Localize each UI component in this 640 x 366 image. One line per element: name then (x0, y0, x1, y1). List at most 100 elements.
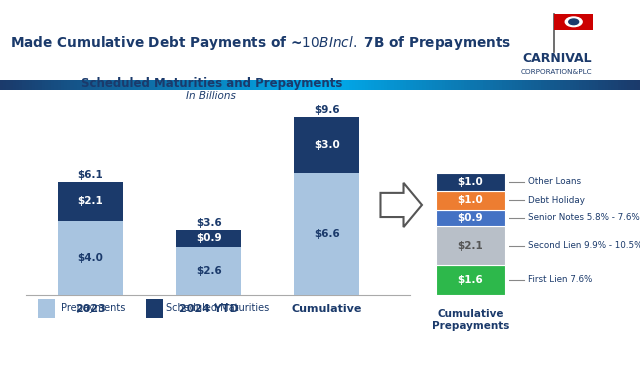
Bar (310, 80, 314, 90)
Bar (291, 80, 294, 90)
Bar (352, 80, 355, 90)
Bar (515, 80, 518, 90)
Bar (413, 80, 416, 90)
Bar (243, 80, 246, 90)
Bar (512, 80, 515, 90)
Bar (470, 80, 474, 90)
Bar (144, 80, 147, 90)
Bar (394, 80, 397, 90)
Bar (426, 80, 429, 90)
Bar (154, 80, 157, 90)
Bar (333, 80, 336, 90)
Text: Second Lien 9.9% - 10.5%: Second Lien 9.9% - 10.5% (528, 241, 640, 250)
Bar (576, 80, 579, 90)
Bar (131, 80, 134, 90)
Bar (70, 80, 74, 90)
Bar (490, 80, 493, 90)
Bar (256, 80, 259, 90)
Bar (45, 80, 48, 90)
Bar (192, 80, 195, 90)
Text: $6.1: $6.1 (77, 170, 104, 180)
Bar (99, 80, 102, 90)
Bar (38, 299, 55, 318)
Bar (525, 80, 528, 90)
Text: $0.9: $0.9 (196, 233, 221, 243)
Bar (93, 80, 96, 90)
Bar (166, 80, 170, 90)
Bar (182, 80, 186, 90)
Bar (432, 80, 435, 90)
Bar (374, 80, 378, 90)
Bar (240, 80, 243, 90)
Bar (146, 299, 163, 318)
Bar (448, 80, 451, 90)
FancyArrow shape (380, 183, 422, 227)
Bar (278, 80, 282, 90)
Bar (496, 80, 499, 90)
Bar (547, 80, 550, 90)
Bar (445, 80, 448, 90)
Text: $6.6: $6.6 (314, 229, 340, 239)
Bar (16, 80, 19, 90)
Bar (429, 80, 432, 90)
Bar (480, 80, 483, 90)
Bar (253, 80, 256, 90)
Bar (390, 80, 394, 90)
Bar (80, 80, 83, 90)
Bar (416, 80, 419, 90)
Bar (570, 80, 573, 90)
Text: $1.0: $1.0 (458, 177, 483, 187)
Text: Prepayments: Prepayments (61, 303, 126, 313)
Bar (365, 80, 368, 90)
Text: $4.0: $4.0 (77, 253, 104, 263)
Bar (557, 80, 560, 90)
Bar (125, 80, 128, 90)
Bar (58, 182, 123, 221)
Bar (624, 80, 627, 90)
Bar (582, 80, 586, 90)
Bar (102, 80, 106, 90)
Bar (349, 80, 352, 90)
Bar (477, 80, 480, 90)
Bar (160, 80, 163, 90)
Bar (173, 80, 176, 90)
Bar (538, 80, 541, 90)
Bar (230, 80, 234, 90)
Bar (563, 80, 566, 90)
Bar (179, 80, 182, 90)
Bar (269, 80, 272, 90)
Bar (234, 80, 237, 90)
Bar (435, 80, 438, 90)
Text: $2.1: $2.1 (458, 241, 483, 251)
Text: CARNIVAL: CARNIVAL (522, 52, 591, 66)
Bar (13, 80, 16, 90)
Bar (198, 80, 202, 90)
Bar (157, 80, 160, 90)
Text: First Lien 7.6%: First Lien 7.6% (528, 275, 593, 284)
Text: Scheduled Maturities: Scheduled Maturities (166, 303, 269, 313)
Bar (368, 80, 371, 90)
Bar (518, 80, 522, 90)
Text: $3.0: $3.0 (314, 140, 340, 150)
Bar (602, 80, 605, 90)
Bar (227, 80, 230, 90)
Bar (54, 80, 58, 90)
Bar (61, 80, 64, 90)
Bar (387, 80, 390, 90)
Bar (288, 80, 291, 90)
Bar (246, 80, 250, 90)
Bar (544, 80, 547, 90)
Bar (436, 173, 505, 191)
Bar (128, 80, 131, 90)
Bar (608, 80, 611, 90)
Bar (170, 80, 173, 90)
Bar (419, 80, 422, 90)
Bar (294, 117, 360, 173)
Bar (506, 80, 509, 90)
Bar (19, 80, 22, 90)
Bar (541, 80, 544, 90)
Bar (605, 80, 608, 90)
Bar (218, 80, 221, 90)
Bar (42, 80, 45, 90)
Bar (266, 80, 269, 90)
